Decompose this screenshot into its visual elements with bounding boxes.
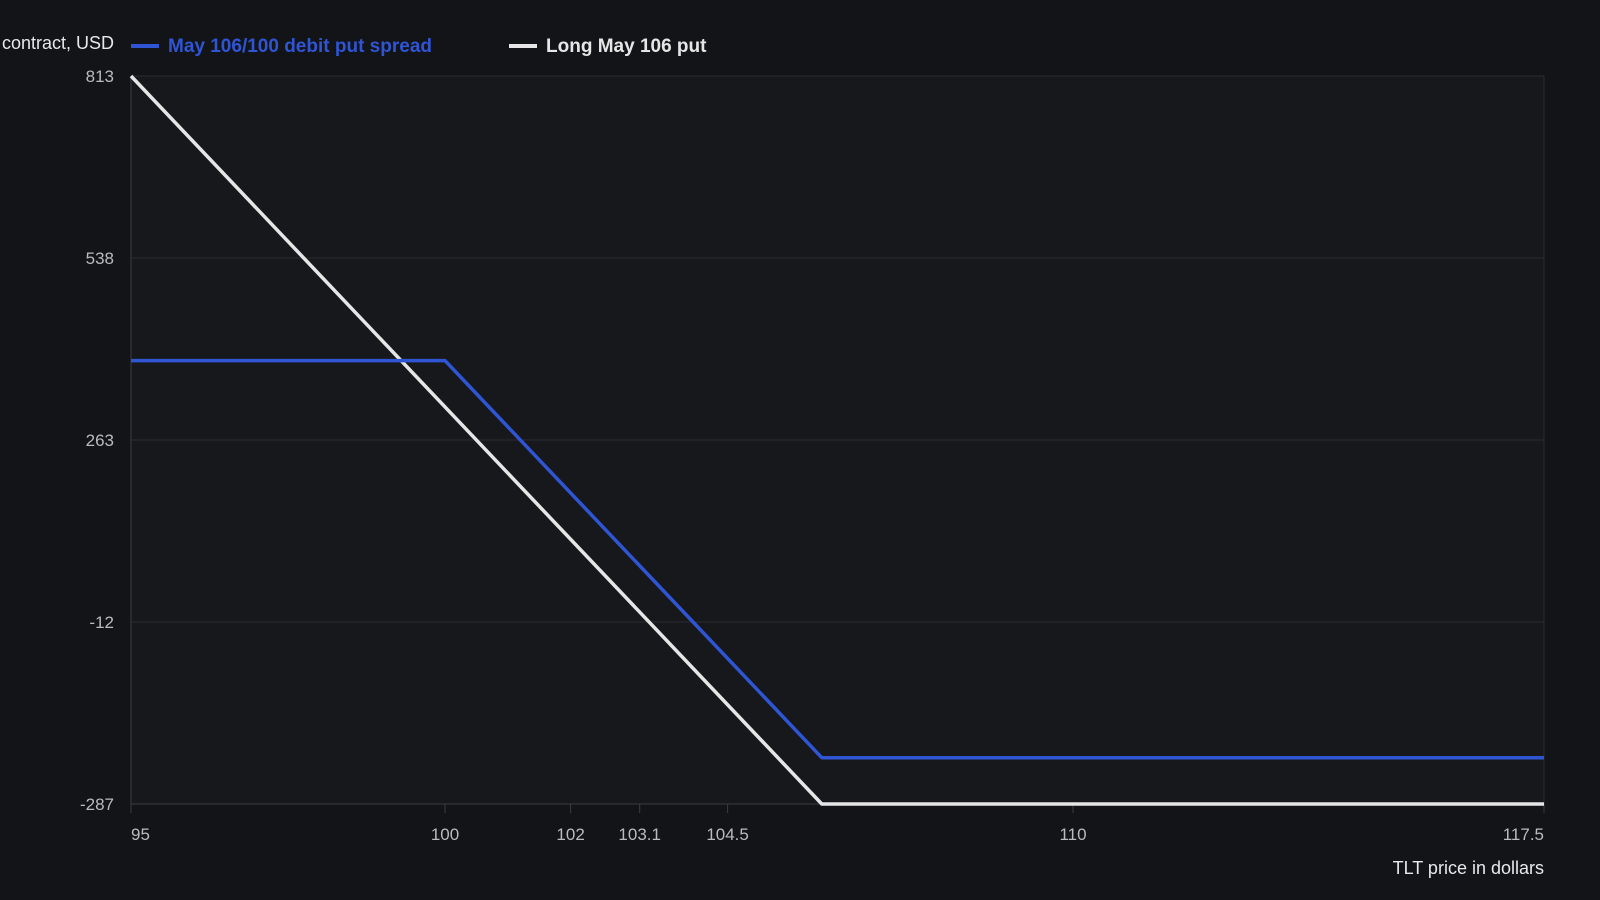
- x-tick-label: 110: [1059, 825, 1086, 844]
- series-layer: [129, 74, 1544, 806]
- series-line-2: [129, 74, 1544, 806]
- y-tick-label: 263: [86, 431, 114, 450]
- y-axis-label: contract, USD: [2, 33, 114, 53]
- legend-item-1[interactable]: May 106/100 debit put spread: [131, 36, 432, 57]
- y-tick-label: -287: [80, 795, 114, 814]
- series-line-1: [131, 358, 1544, 760]
- x-tick-label: 95: [131, 825, 150, 844]
- legend-label: May 106/100 debit put spread: [168, 36, 432, 57]
- legend[interactable]: May 106/100 debit put spread Long May 106…: [131, 36, 707, 57]
- legend-label: Long May 106 put: [546, 36, 707, 57]
- grid-layer: [131, 75, 1545, 805]
- tick-labels: 813 538 263 -12 -287 95 100 102 103.1 104.5 110 117…: [80, 67, 1544, 844]
- y-tick-label: 538: [86, 249, 114, 268]
- x-tick-label: 103.1: [618, 825, 661, 844]
- x-tick-label: 100: [431, 825, 459, 844]
- x-tick-label: 104.5: [706, 825, 749, 844]
- y-tick-label: -12: [89, 613, 114, 632]
- legend-item-2[interactable]: Long May 106 put: [509, 36, 707, 57]
- x-axis-label: TLT price in dollars: [1393, 858, 1544, 878]
- x-tick-label: 117.5: [1503, 825, 1544, 844]
- y-tick-label: 813: [86, 67, 114, 86]
- x-tick-label: 102: [556, 825, 584, 844]
